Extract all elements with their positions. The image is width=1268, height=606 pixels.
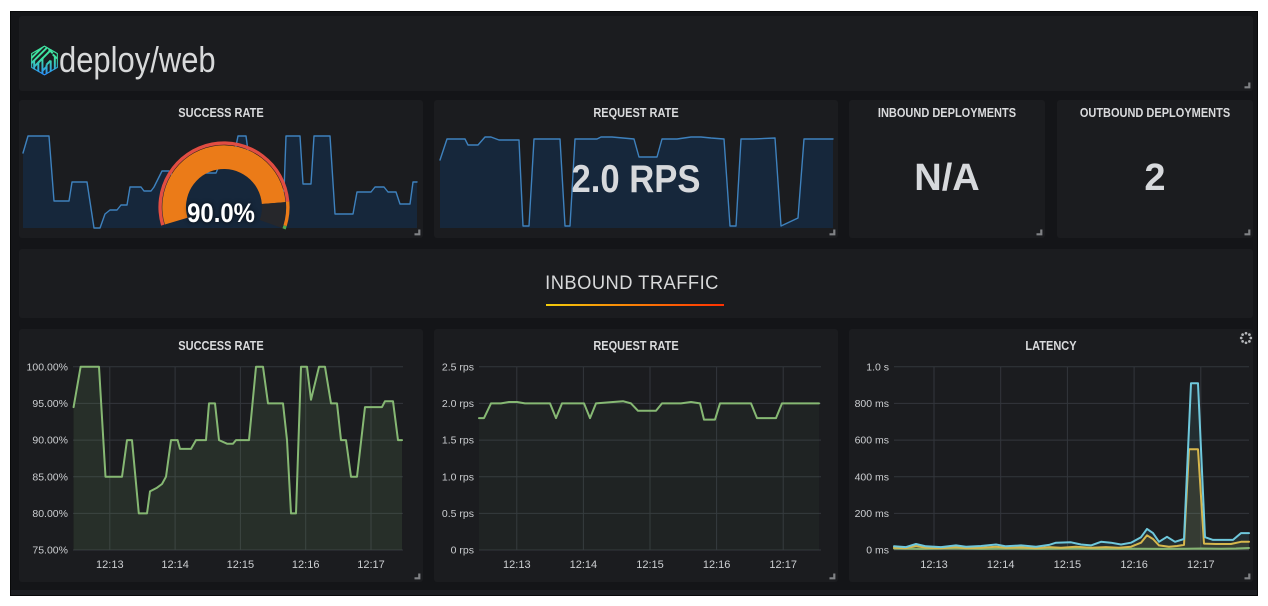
svg-text:12:15: 12:15 (1054, 559, 1082, 571)
svg-text:12:16: 12:16 (1120, 559, 1148, 571)
svg-text:12:13: 12:13 (503, 559, 531, 571)
svg-text:75.00%: 75.00% (32, 545, 68, 557)
svg-text:600 ms: 600 ms (855, 435, 889, 447)
svg-text:0 ms: 0 ms (866, 545, 889, 557)
svg-text:400 ms: 400 ms (855, 471, 889, 483)
svg-text:80.00%: 80.00% (32, 508, 68, 520)
svg-text:90.00%: 90.00% (32, 435, 68, 447)
svg-text:2.5 rps: 2.5 rps (442, 361, 474, 373)
svg-text:85.00%: 85.00% (32, 471, 68, 483)
svg-text:800 ms: 800 ms (855, 398, 889, 410)
svg-text:0 rps: 0 rps (451, 545, 474, 557)
svg-text:12:17: 12:17 (1187, 559, 1215, 571)
svg-text:2.0 rps: 2.0 rps (442, 398, 474, 410)
svg-text:12:15: 12:15 (636, 559, 664, 571)
svg-text:12:13: 12:13 (920, 559, 948, 571)
svg-text:12:15: 12:15 (227, 559, 255, 571)
svg-text:12:14: 12:14 (570, 559, 598, 571)
svg-text:95.00%: 95.00% (32, 398, 68, 410)
svg-text:12:16: 12:16 (292, 559, 320, 571)
svg-text:100.00%: 100.00% (27, 361, 68, 373)
svg-text:1.0 s: 1.0 s (866, 361, 889, 373)
svg-text:1.5 rps: 1.5 rps (442, 435, 474, 447)
svg-text:12:13: 12:13 (96, 559, 124, 571)
svg-text:1.0 rps: 1.0 rps (442, 471, 474, 483)
svg-text:12:14: 12:14 (987, 559, 1015, 571)
svg-text:200 ms: 200 ms (855, 508, 889, 520)
svg-text:12:14: 12:14 (161, 559, 189, 571)
svg-text:12:17: 12:17 (357, 559, 385, 571)
svg-text:12:17: 12:17 (769, 559, 797, 571)
svg-text:0.5 rps: 0.5 rps (442, 508, 474, 520)
svg-text:12:16: 12:16 (703, 559, 731, 571)
